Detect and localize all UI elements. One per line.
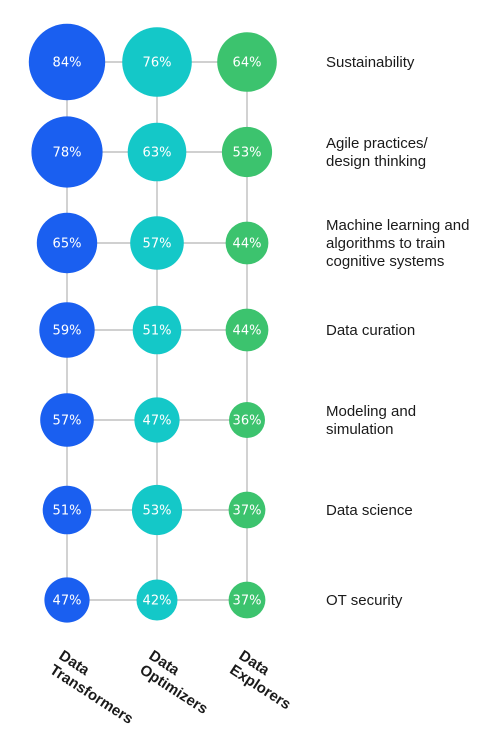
bubble-circle (40, 393, 94, 447)
bubble-value-label: 63% (143, 146, 172, 161)
row-label-line: Sustainability (326, 54, 415, 71)
bubble-circle (131, 484, 183, 536)
bubble-value-label: 57% (53, 414, 82, 429)
row-label-line: Data science (326, 502, 413, 519)
row-label-line: Modeling and (326, 403, 416, 420)
bubble-data-optimizers-data-science: 53% (131, 484, 183, 536)
column-label-data-transformers: DataTransformers (47, 647, 146, 728)
bubble-value-label: 78% (53, 146, 82, 161)
bubble-circle (228, 491, 266, 529)
bubble-circle (132, 305, 182, 355)
bubble-circle (122, 27, 192, 97)
bubble-circle (44, 577, 90, 623)
bubble-value-label: 64% (233, 56, 262, 71)
bubble-circle (136, 579, 178, 621)
bubble-circle (31, 116, 103, 188)
bubble-data-explorers-data-science: 37% (228, 491, 266, 529)
bubble-value-label: 53% (233, 146, 262, 161)
bubble-circle (225, 308, 269, 352)
row-label-line: design thinking (326, 153, 426, 170)
bubble-value-label: 51% (143, 324, 172, 339)
bubble-value-label: 44% (233, 324, 262, 339)
bubble-value-label: 53% (143, 504, 172, 519)
bubble-value-label: 44% (233, 237, 262, 252)
bubble-value-label: 76% (143, 56, 172, 71)
column-label-data-optimizers: DataOptimizers (137, 647, 221, 718)
bubble-data-transformers-sustainability: 84% (28, 23, 106, 101)
row-label-ot-security: OT security (326, 592, 403, 609)
bubble-data-transformers-data-science: 51% (42, 485, 92, 535)
bubble-circle (36, 212, 98, 274)
bubble-data-explorers-sustainability: 64% (217, 32, 277, 92)
row-label-data-science: Data science (326, 502, 413, 519)
bubble-data-optimizers-agile-practices-design-thinking: 63% (127, 122, 187, 182)
bubbles: 84% 76% 64% 78% 63% 53% 65% 57% 44% 59% 51% 44% 57% 4… (28, 23, 277, 623)
bubble-value-label: 36% (233, 414, 262, 429)
bubble-value-label: 65% (53, 237, 82, 252)
row-label-data-curation: Data curation (326, 322, 415, 339)
row-label-line: OT security (326, 592, 403, 609)
column-label-data-explorers: DataExplorers (227, 647, 304, 713)
row-label-line: Agile practices/ (326, 135, 429, 152)
bubble-data-transformers-ot-security: 47% (44, 577, 90, 623)
bubble-value-label: 84% (53, 56, 82, 71)
bubble-circle (127, 122, 187, 182)
row-label-line: simulation (326, 421, 394, 438)
bubble-circle (228, 581, 266, 619)
bubble-circle (130, 216, 184, 270)
row-label-sustainability: Sustainability (326, 54, 415, 71)
row-label-machine-learning-and-algorithms-to-train-cognitive-systems: Machine learning and algorithms to train c… (326, 217, 469, 270)
bubble-circle (221, 126, 273, 178)
bubble-data-optimizers-data-curation: 51% (132, 305, 182, 355)
bubble-value-label: 59% (53, 324, 82, 339)
bubble-circle (229, 402, 265, 438)
bubble-data-optimizers-ot-security: 42% (136, 579, 178, 621)
bubble-data-optimizers-sustainability: 76% (122, 27, 192, 97)
bubble-data-optimizers-machine-learning-and-algorithms-to-train-cognitive-systems: 57% (130, 216, 184, 270)
bubble-circle (39, 302, 95, 358)
bubble-value-label: 51% (53, 504, 82, 519)
bubble-circle (134, 397, 180, 443)
bubble-value-label: 47% (143, 414, 172, 429)
bubble-data-explorers-agile-practices-design-thinking: 53% (221, 126, 273, 178)
bubble-value-label: 37% (233, 594, 262, 609)
bubble-data-transformers-agile-practices-design-thinking: 78% (31, 116, 103, 188)
row-labels: Sustainability Agile practices/design thi… (326, 54, 469, 609)
bubble-circle (28, 23, 106, 101)
bubble-data-transformers-modeling-and-simulation: 57% (40, 393, 94, 447)
bubble-circle (217, 32, 277, 92)
bubble-data-optimizers-modeling-and-simulation: 47% (134, 397, 180, 443)
row-label-modeling-and-simulation: Modeling and simulation (326, 403, 416, 438)
row-label-line: cognitive systems (326, 253, 444, 270)
bubble-data-explorers-data-curation: 44% (225, 308, 269, 352)
bubble-value-label: 42% (143, 594, 172, 609)
column-label-line: Transformers (47, 661, 137, 727)
bubble-circle (225, 221, 269, 265)
row-label-line: algorithms to train (326, 235, 445, 252)
bubble-value-label: 47% (53, 594, 82, 609)
row-label-line: Machine learning and (326, 217, 469, 234)
row-label-agile-practices-design-thinking: Agile practices/design thinking (326, 135, 429, 170)
bubble-data-transformers-machine-learning-and-algorithms-to-train-cognitive-systems: 65% (36, 212, 98, 274)
bubble-value-label: 37% (233, 504, 262, 519)
bubble-circle (42, 485, 92, 535)
bubble-data-explorers-machine-learning-and-algorithms-to-train-cognitive-systems: 44% (225, 221, 269, 265)
column-labels: DataTransformers DataOptimizers DataExplor… (47, 647, 304, 728)
bubble-data-explorers-modeling-and-simulation: 36% (229, 402, 265, 438)
bubble-data-explorers-ot-security: 37% (228, 581, 266, 619)
row-label-line: Data curation (326, 322, 415, 339)
bubble-value-label: 57% (143, 237, 172, 252)
bubble-data-transformers-data-curation: 59% (39, 302, 95, 358)
